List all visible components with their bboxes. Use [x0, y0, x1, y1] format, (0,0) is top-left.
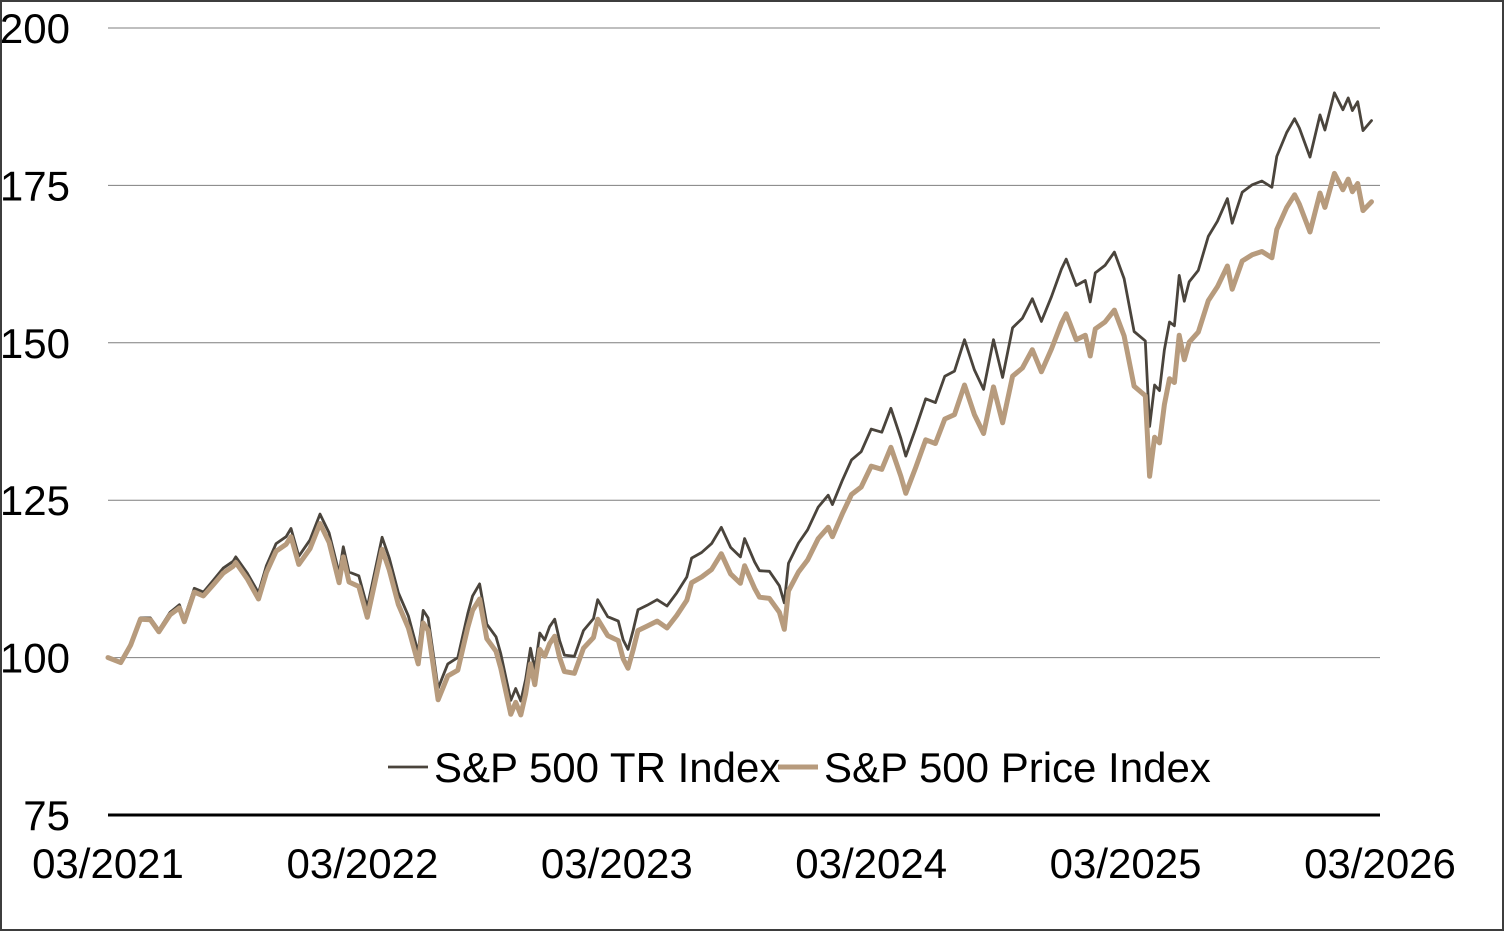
x-tick-label-03/2025: 03/2025: [1050, 840, 1202, 887]
y-tick-label-100: 100: [2, 635, 70, 682]
x-tick-label-03/2026: 03/2026: [1304, 840, 1456, 887]
y-axis-tick-labels: 75 100 125 150 175 200: [2, 5, 70, 839]
x-tick-label-03/2023: 03/2023: [541, 840, 693, 887]
legend-label-tr-index: S&P 500 TR Index: [434, 744, 780, 791]
y-tick-label-75: 75: [23, 792, 70, 839]
x-axis-tick-labels: 03/2021 03/2022 03/2023 03/2024 03/2025 03/20…: [32, 840, 1456, 887]
x-tick-label-03/2024: 03/2024: [795, 840, 947, 887]
legend-label-price-index: S&P 500 Price Index: [824, 744, 1211, 791]
x-tick-label-03/2022: 03/2022: [286, 840, 438, 887]
gridlines: [108, 27, 1380, 659]
y-tick-label-200: 200: [2, 5, 70, 52]
y-tick-label-175: 175: [2, 162, 70, 209]
x-tick-label-03/2021: 03/2021: [32, 840, 184, 887]
sp500-tr-index-line: [106, 91, 1373, 703]
sp500-price-index-line: [105, 170, 1374, 718]
legend: S&P 500 TR Index S&P 500 Price Index: [388, 744, 1211, 791]
y-tick-label-150: 150: [2, 320, 70, 367]
y-tick-label-125: 125: [2, 477, 70, 524]
